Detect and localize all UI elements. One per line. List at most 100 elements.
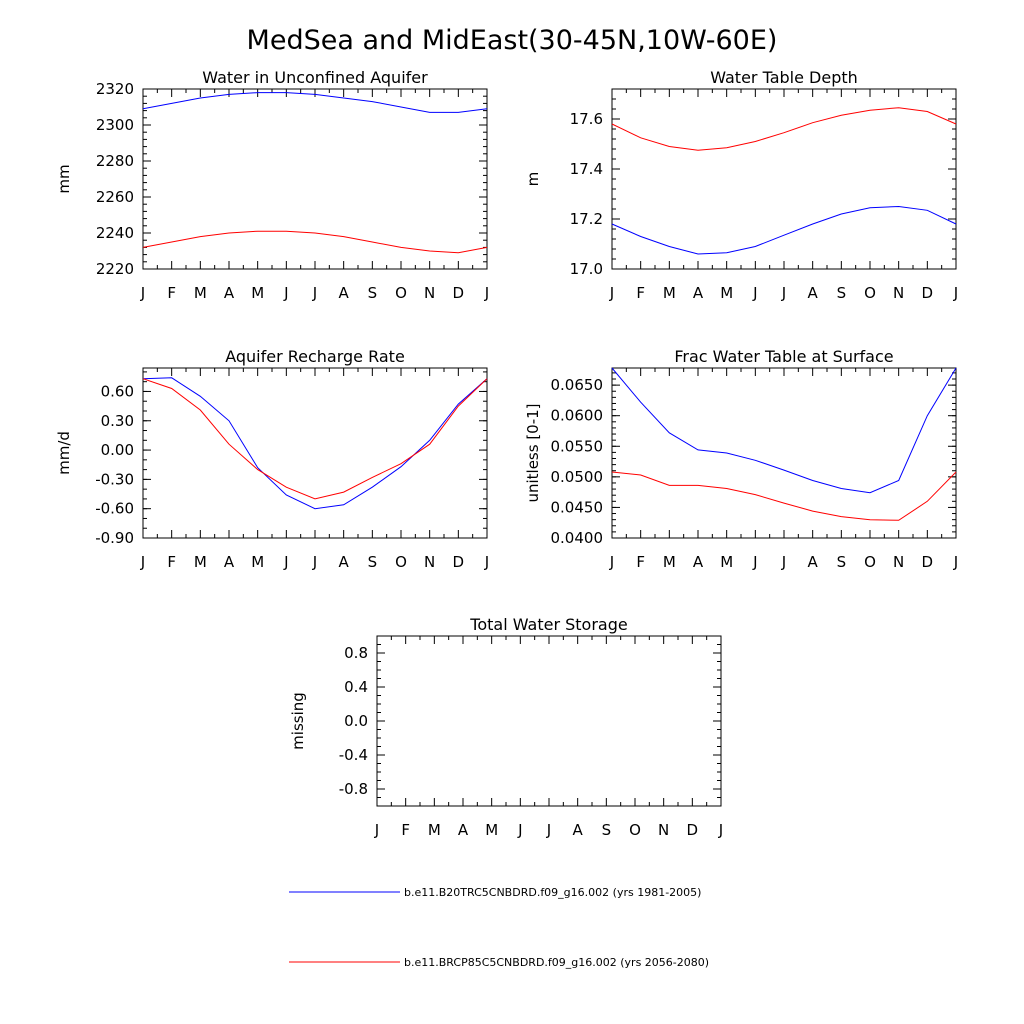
x-tick-label: S — [368, 284, 378, 302]
y-tick-label: 0.00 — [101, 441, 134, 459]
x-tick-label: N — [424, 284, 435, 302]
y-tick-label: 2240 — [96, 224, 134, 242]
x-tick-label: J — [752, 553, 757, 571]
y-axis-label: mm — [55, 164, 73, 193]
x-tick-label: A — [224, 284, 235, 302]
x-tick-label: M — [194, 284, 207, 302]
panel-title: Water Table Depth — [710, 68, 858, 87]
x-tick-label: J — [283, 553, 288, 571]
x-tick-label: M — [194, 553, 207, 571]
x-tick-label: J — [484, 553, 489, 571]
series-line-1 — [611, 205, 957, 255]
x-tick-label: J — [484, 284, 489, 302]
y-tick-label: 2300 — [96, 116, 134, 134]
y-tick-label: -0.4 — [339, 746, 368, 764]
x-tick-label: F — [636, 553, 645, 571]
y-tick-label: 0.0550 — [551, 437, 604, 455]
x-tick-label: A — [339, 553, 350, 571]
y-tick-label: 0.60 — [101, 382, 134, 400]
x-tick-label: A — [339, 284, 350, 302]
x-tick-label: D — [922, 553, 934, 571]
panel-frac-water-table-at-surface: Frac Water Table at Surface unitless [0-1… — [524, 347, 958, 571]
x-tick-label: J — [140, 284, 145, 302]
series-line-1 — [142, 92, 488, 113]
plot-frame — [611, 88, 957, 270]
legend: b.e11.B20TRC5CNBDRD.f09_g16.002 (yrs 198… — [289, 886, 709, 969]
plot-frame — [376, 635, 722, 807]
x-tick-label: M — [428, 821, 441, 839]
x-tick-label: A — [573, 821, 584, 839]
x-tick-label: N — [893, 553, 904, 571]
y-tick-label: 0.4 — [344, 678, 368, 696]
y-tick-label: -0.8 — [339, 780, 368, 798]
page-title: MedSea and MidEast(30-45N,10W-60E) — [247, 25, 778, 56]
x-tick-label: A — [458, 821, 469, 839]
x-tick-label: M — [251, 284, 264, 302]
x-tick-label: J — [609, 284, 614, 302]
x-tick-label: J — [517, 821, 522, 839]
x-tick-label: F — [636, 284, 645, 302]
x-tick-label: M — [251, 553, 264, 571]
series-line-2 — [611, 107, 957, 151]
plot-frame — [142, 88, 488, 270]
series-line-2 — [142, 230, 488, 254]
y-tick-label: 0.8 — [344, 644, 368, 662]
x-tick-label: O — [864, 284, 876, 302]
panel-title: Frac Water Table at Surface — [674, 347, 893, 366]
panel-title: Water in Unconfined Aquifer — [202, 68, 428, 87]
x-tick-label: D — [922, 284, 934, 302]
x-tick-label: S — [368, 553, 378, 571]
x-tick-label: A — [693, 284, 704, 302]
x-tick-label: J — [953, 284, 958, 302]
x-tick-label: N — [658, 821, 669, 839]
x-tick-label: S — [837, 284, 847, 302]
x-tick-label: F — [401, 821, 410, 839]
x-tick-label: F — [167, 553, 176, 571]
y-tick-label: 0.0600 — [551, 407, 604, 425]
y-tick-label: 2320 — [96, 80, 134, 98]
x-tick-label: M — [720, 553, 733, 571]
y-tick-label: -0.90 — [95, 529, 134, 547]
series-line-1 — [142, 377, 488, 510]
plot-frame — [142, 367, 488, 539]
y-tick-label: 2280 — [96, 152, 134, 170]
y-axis-label: mm/d — [55, 431, 73, 475]
x-tick-label: D — [453, 284, 465, 302]
y-axis-label: missing — [289, 692, 307, 750]
x-tick-label: O — [864, 553, 876, 571]
x-tick-label: J — [312, 553, 317, 571]
y-tick-label: 0.0400 — [551, 529, 604, 547]
y-tick-label: 17.6 — [570, 110, 603, 128]
series-line-2 — [611, 471, 957, 521]
y-axis-label: m — [524, 172, 542, 187]
x-tick-label: J — [374, 821, 379, 839]
x-tick-label: M — [663, 553, 676, 571]
x-tick-label: J — [546, 821, 551, 839]
x-tick-label: J — [609, 553, 614, 571]
x-tick-label: M — [663, 284, 676, 302]
plot-frame — [611, 367, 957, 539]
x-tick-label: M — [720, 284, 733, 302]
x-tick-label: D — [687, 821, 699, 839]
x-tick-label: A — [808, 553, 819, 571]
panel-title: Total Water Storage — [469, 615, 627, 634]
y-tick-label: 0.0450 — [551, 498, 604, 516]
x-tick-label: J — [953, 553, 958, 571]
x-tick-label: A — [693, 553, 704, 571]
series-line-1 — [611, 367, 957, 494]
x-tick-label: N — [893, 284, 904, 302]
x-tick-label: M — [485, 821, 498, 839]
x-tick-label: O — [395, 284, 407, 302]
x-tick-label: S — [602, 821, 612, 839]
x-tick-label: A — [224, 553, 235, 571]
y-tick-label: -0.60 — [95, 500, 134, 518]
y-tick-label: 2220 — [96, 260, 134, 278]
legend-label-series-1: b.e11.B20TRC5CNBDRD.f09_g16.002 (yrs 198… — [404, 886, 701, 899]
y-tick-label: 17.0 — [570, 260, 603, 278]
y-tick-label: 0.0 — [344, 712, 368, 730]
legend-label-series-2: b.e11.BRCP85C5CNBDRD.f09_g16.002 (yrs 20… — [404, 956, 709, 969]
